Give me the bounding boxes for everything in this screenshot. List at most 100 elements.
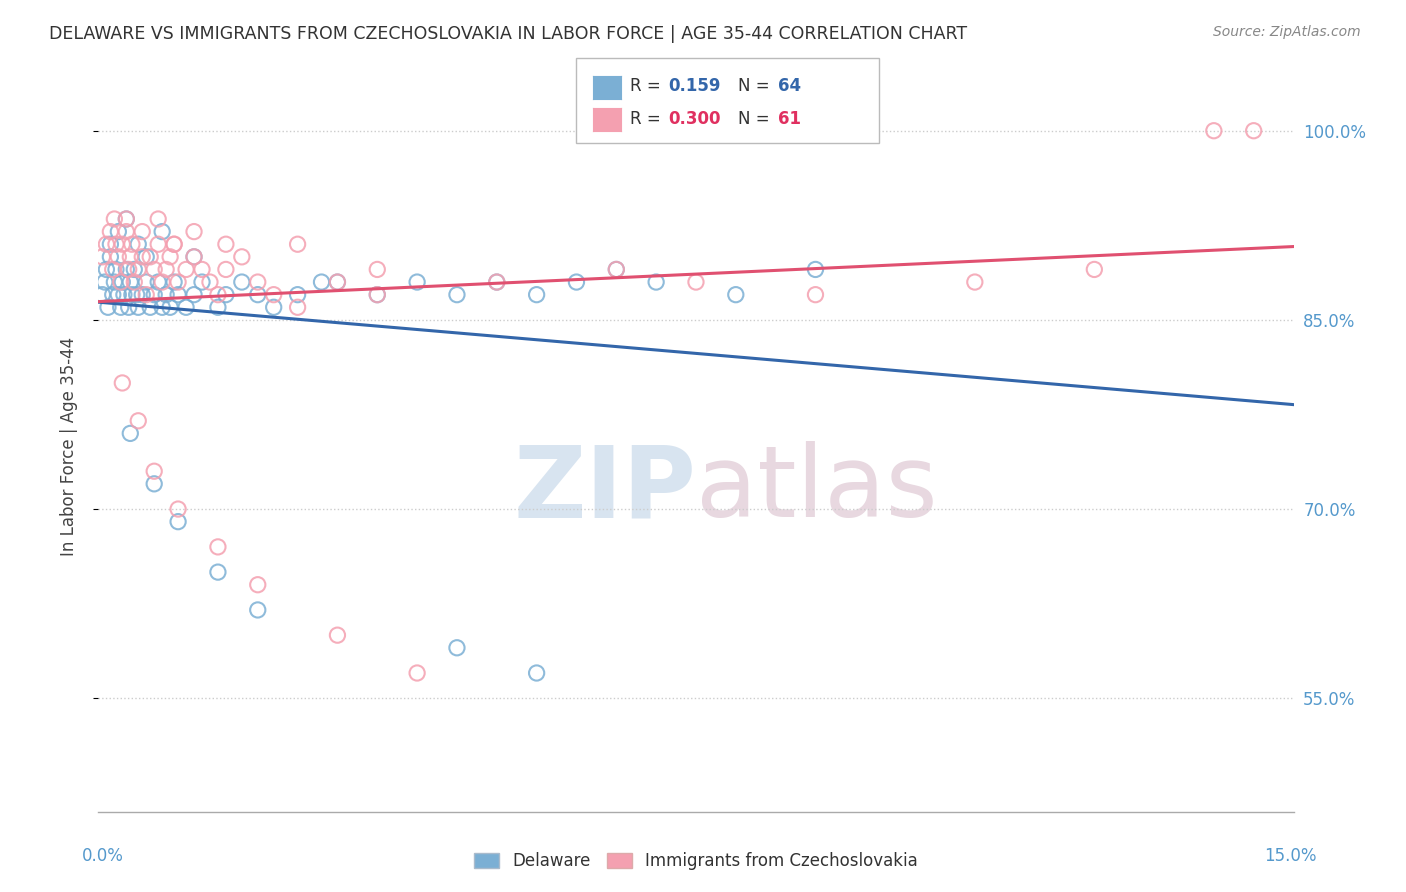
Point [121, 237, 143, 252]
Point [231, 275, 253, 289]
Point [135, 287, 157, 301]
Point [143, 476, 166, 491]
Text: R =: R = [630, 110, 661, 128]
Point [231, 250, 253, 264]
Point [103, 275, 125, 289]
Point [246, 275, 269, 289]
Point [215, 262, 238, 277]
Point [163, 237, 186, 252]
Point [124, 275, 146, 289]
Text: ZIP: ZIP [513, 442, 696, 539]
Point [110, 300, 132, 314]
Point [406, 275, 429, 289]
Point [96, 262, 118, 277]
Point [91, 287, 114, 301]
Point [159, 300, 181, 314]
Point [98, 250, 122, 264]
Point [159, 250, 181, 264]
Point [111, 275, 134, 289]
Point [215, 237, 238, 252]
Point [155, 262, 177, 277]
Text: 64: 64 [778, 77, 800, 95]
Point [163, 237, 186, 252]
Point [565, 275, 588, 289]
Point [155, 287, 177, 301]
Point [406, 665, 429, 680]
Point [198, 275, 221, 289]
Point [191, 262, 214, 277]
Point [207, 287, 229, 301]
Point [246, 287, 269, 301]
Point [120, 426, 142, 441]
Point [125, 287, 148, 301]
Point [1202, 124, 1225, 138]
Point [143, 287, 166, 301]
Point [120, 275, 142, 289]
Point [118, 300, 141, 314]
Point [287, 287, 309, 301]
Point [183, 225, 205, 239]
Point [366, 287, 388, 301]
Point [326, 275, 349, 289]
Point [110, 275, 132, 289]
Point [167, 502, 190, 516]
Legend: Delaware, Immigrants from Czechoslovakia: Delaware, Immigrants from Czechoslovakia [467, 846, 925, 877]
Point [150, 300, 173, 314]
Point [121, 287, 143, 301]
Point [96, 237, 118, 252]
Point [207, 565, 229, 579]
Point [120, 250, 142, 264]
Point [207, 540, 229, 554]
Point [135, 275, 157, 289]
Point [526, 287, 548, 301]
Point [91, 250, 114, 264]
Point [804, 287, 827, 301]
Point [115, 212, 138, 227]
Text: 0.0%: 0.0% [82, 847, 124, 865]
Point [115, 212, 138, 227]
Point [104, 237, 127, 252]
Point [131, 250, 153, 264]
Point [287, 237, 309, 252]
Point [446, 640, 468, 655]
Point [246, 578, 269, 592]
Point [148, 212, 170, 227]
Point [167, 275, 190, 289]
Point [605, 262, 627, 277]
Point [127, 300, 149, 314]
Point [107, 250, 129, 264]
Point [287, 300, 309, 314]
Point [104, 262, 127, 277]
Point [111, 376, 134, 390]
Point [724, 287, 747, 301]
Point [174, 300, 197, 314]
Point [167, 287, 190, 301]
Point [311, 275, 333, 289]
Text: Source: ZipAtlas.com: Source: ZipAtlas.com [1213, 25, 1361, 39]
Point [183, 250, 205, 264]
Point [103, 212, 125, 227]
Point [485, 275, 508, 289]
Point [150, 275, 173, 289]
Text: 0.159: 0.159 [668, 77, 720, 95]
Point [98, 237, 122, 252]
Point [131, 225, 153, 239]
Point [143, 262, 166, 277]
Point [107, 225, 129, 239]
Text: 0.300: 0.300 [668, 110, 720, 128]
Point [526, 665, 548, 680]
Point [143, 464, 166, 478]
Point [124, 262, 146, 277]
Point [263, 300, 285, 314]
Point [685, 275, 707, 289]
Point [326, 628, 349, 642]
Y-axis label: In Labor Force | Age 35-44: In Labor Force | Age 35-44 [59, 336, 77, 556]
Point [148, 237, 170, 252]
Point [485, 275, 508, 289]
Point [135, 250, 157, 264]
Point [101, 287, 124, 301]
Point [127, 414, 149, 428]
Point [127, 237, 149, 252]
Point [148, 275, 170, 289]
Point [366, 262, 388, 277]
